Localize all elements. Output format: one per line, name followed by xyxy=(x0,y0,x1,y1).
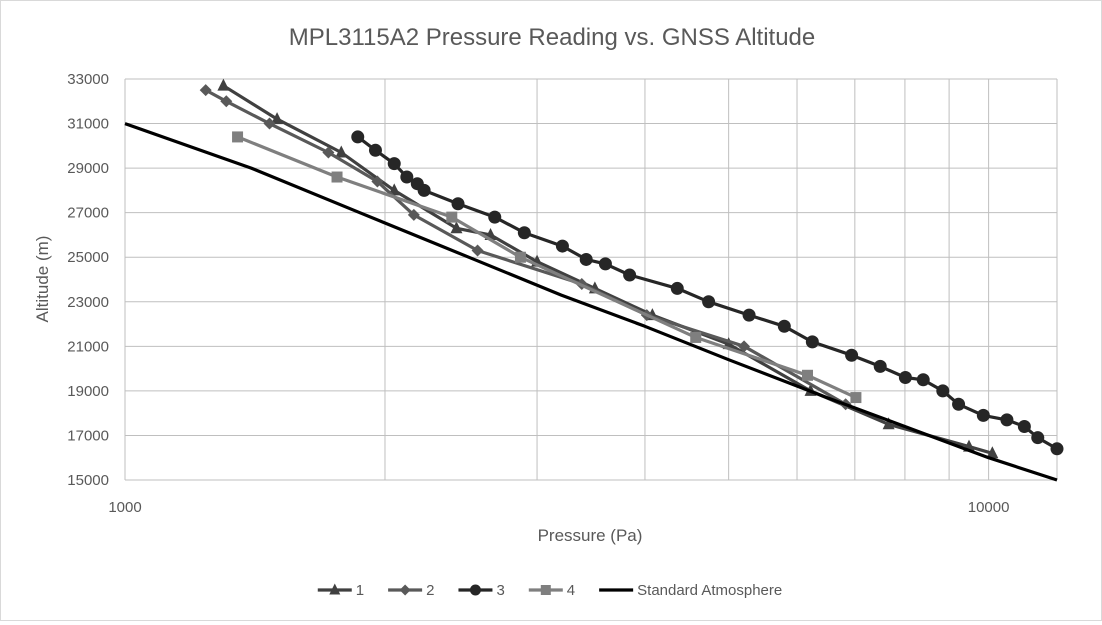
y-tick-label: 21000 xyxy=(67,338,109,355)
data-point xyxy=(805,335,819,349)
data-point xyxy=(220,95,233,108)
data-point xyxy=(976,408,990,422)
data-point xyxy=(446,211,458,223)
series-standard-atmosphere xyxy=(124,122,1058,482)
y-tick-label: 29000 xyxy=(67,160,109,177)
series-4 xyxy=(232,131,862,404)
data-point xyxy=(845,348,859,362)
x-tick-label: 10000 xyxy=(968,499,1010,516)
data-point xyxy=(471,244,484,257)
data-point xyxy=(199,84,212,97)
data-point xyxy=(451,197,465,211)
legend-label: 3 xyxy=(496,582,504,599)
data-point xyxy=(916,373,930,387)
series-line xyxy=(124,122,1058,482)
data-point xyxy=(873,359,887,373)
y-tick-label: 17000 xyxy=(67,427,109,444)
data-point xyxy=(1050,442,1064,456)
data-point xyxy=(407,208,420,221)
data-point xyxy=(555,239,569,253)
data-point xyxy=(322,146,335,159)
data-point xyxy=(738,340,751,353)
y-tick-label: 23000 xyxy=(67,294,109,311)
series-layer xyxy=(124,78,1064,482)
series-line xyxy=(356,135,1058,451)
legend-label: 2 xyxy=(426,582,434,599)
y-tick-label: 15000 xyxy=(67,472,109,489)
legend-item-4: 4 xyxy=(528,582,575,599)
data-point xyxy=(777,319,791,333)
series-2 xyxy=(199,84,852,411)
data-point xyxy=(450,221,463,234)
data-point xyxy=(217,78,230,91)
x-tick-label: 1000 xyxy=(108,499,141,516)
series-line xyxy=(222,84,993,455)
data-point xyxy=(400,170,414,184)
data-point xyxy=(517,226,531,240)
legend-marker xyxy=(469,584,481,596)
legend-label: Standard Atmosphere xyxy=(637,582,782,599)
data-point xyxy=(598,257,612,271)
data-point xyxy=(690,331,702,343)
data-point xyxy=(882,417,895,430)
data-point xyxy=(387,157,401,171)
chart-title: MPL3115A2 Pressure Reading vs. GNSS Alti… xyxy=(289,24,816,51)
data-point xyxy=(579,252,593,266)
data-point xyxy=(335,145,348,158)
data-point xyxy=(351,130,365,144)
legend-label: 4 xyxy=(567,582,575,599)
data-point xyxy=(488,210,502,224)
legend-label: 1 xyxy=(356,582,364,599)
data-point xyxy=(702,295,716,309)
data-point xyxy=(263,117,276,130)
legend-marker xyxy=(540,585,551,595)
grid-layer xyxy=(124,78,1058,481)
data-point xyxy=(670,281,684,295)
x-axis-label: Pressure (Pa) xyxy=(538,526,643,545)
legend: 1 2 3 4 Standard Atmosphere xyxy=(317,582,782,599)
series-3 xyxy=(351,130,1064,456)
data-point xyxy=(368,143,382,157)
data-point xyxy=(331,171,343,183)
data-point xyxy=(1017,420,1031,434)
legend-marker xyxy=(329,583,341,595)
legend-item-3: 3 xyxy=(458,582,505,599)
y-tick-label: 25000 xyxy=(67,249,109,266)
data-point xyxy=(802,369,814,381)
data-point xyxy=(850,392,862,404)
data-point xyxy=(898,371,912,385)
data-point xyxy=(986,446,999,459)
data-point xyxy=(623,268,637,282)
data-point xyxy=(936,384,950,398)
data-point xyxy=(1000,413,1014,427)
data-point xyxy=(742,308,756,322)
data-point xyxy=(514,251,526,263)
axis-layer: 15000 17000 19000 21000 23000 25000 27000 29000… xyxy=(67,71,1009,516)
y-tick-label: 31000 xyxy=(67,116,109,133)
legend-item-2: 2 xyxy=(388,582,434,599)
y-tick-label: 33000 xyxy=(67,71,109,88)
data-point xyxy=(271,112,284,125)
data-point xyxy=(417,183,431,197)
y-tick-label: 27000 xyxy=(67,205,109,222)
y-tick-label: 19000 xyxy=(67,383,109,400)
legend-item-1: 1 xyxy=(317,582,364,599)
data-point xyxy=(371,175,384,188)
data-point xyxy=(232,131,244,143)
data-point xyxy=(1031,431,1045,445)
legend-item-standard-atmosphere: Standard Atmosphere xyxy=(599,582,782,599)
legend-marker xyxy=(399,584,411,596)
data-point xyxy=(952,397,966,411)
y-axis-label: Altitude (m) xyxy=(33,236,52,323)
